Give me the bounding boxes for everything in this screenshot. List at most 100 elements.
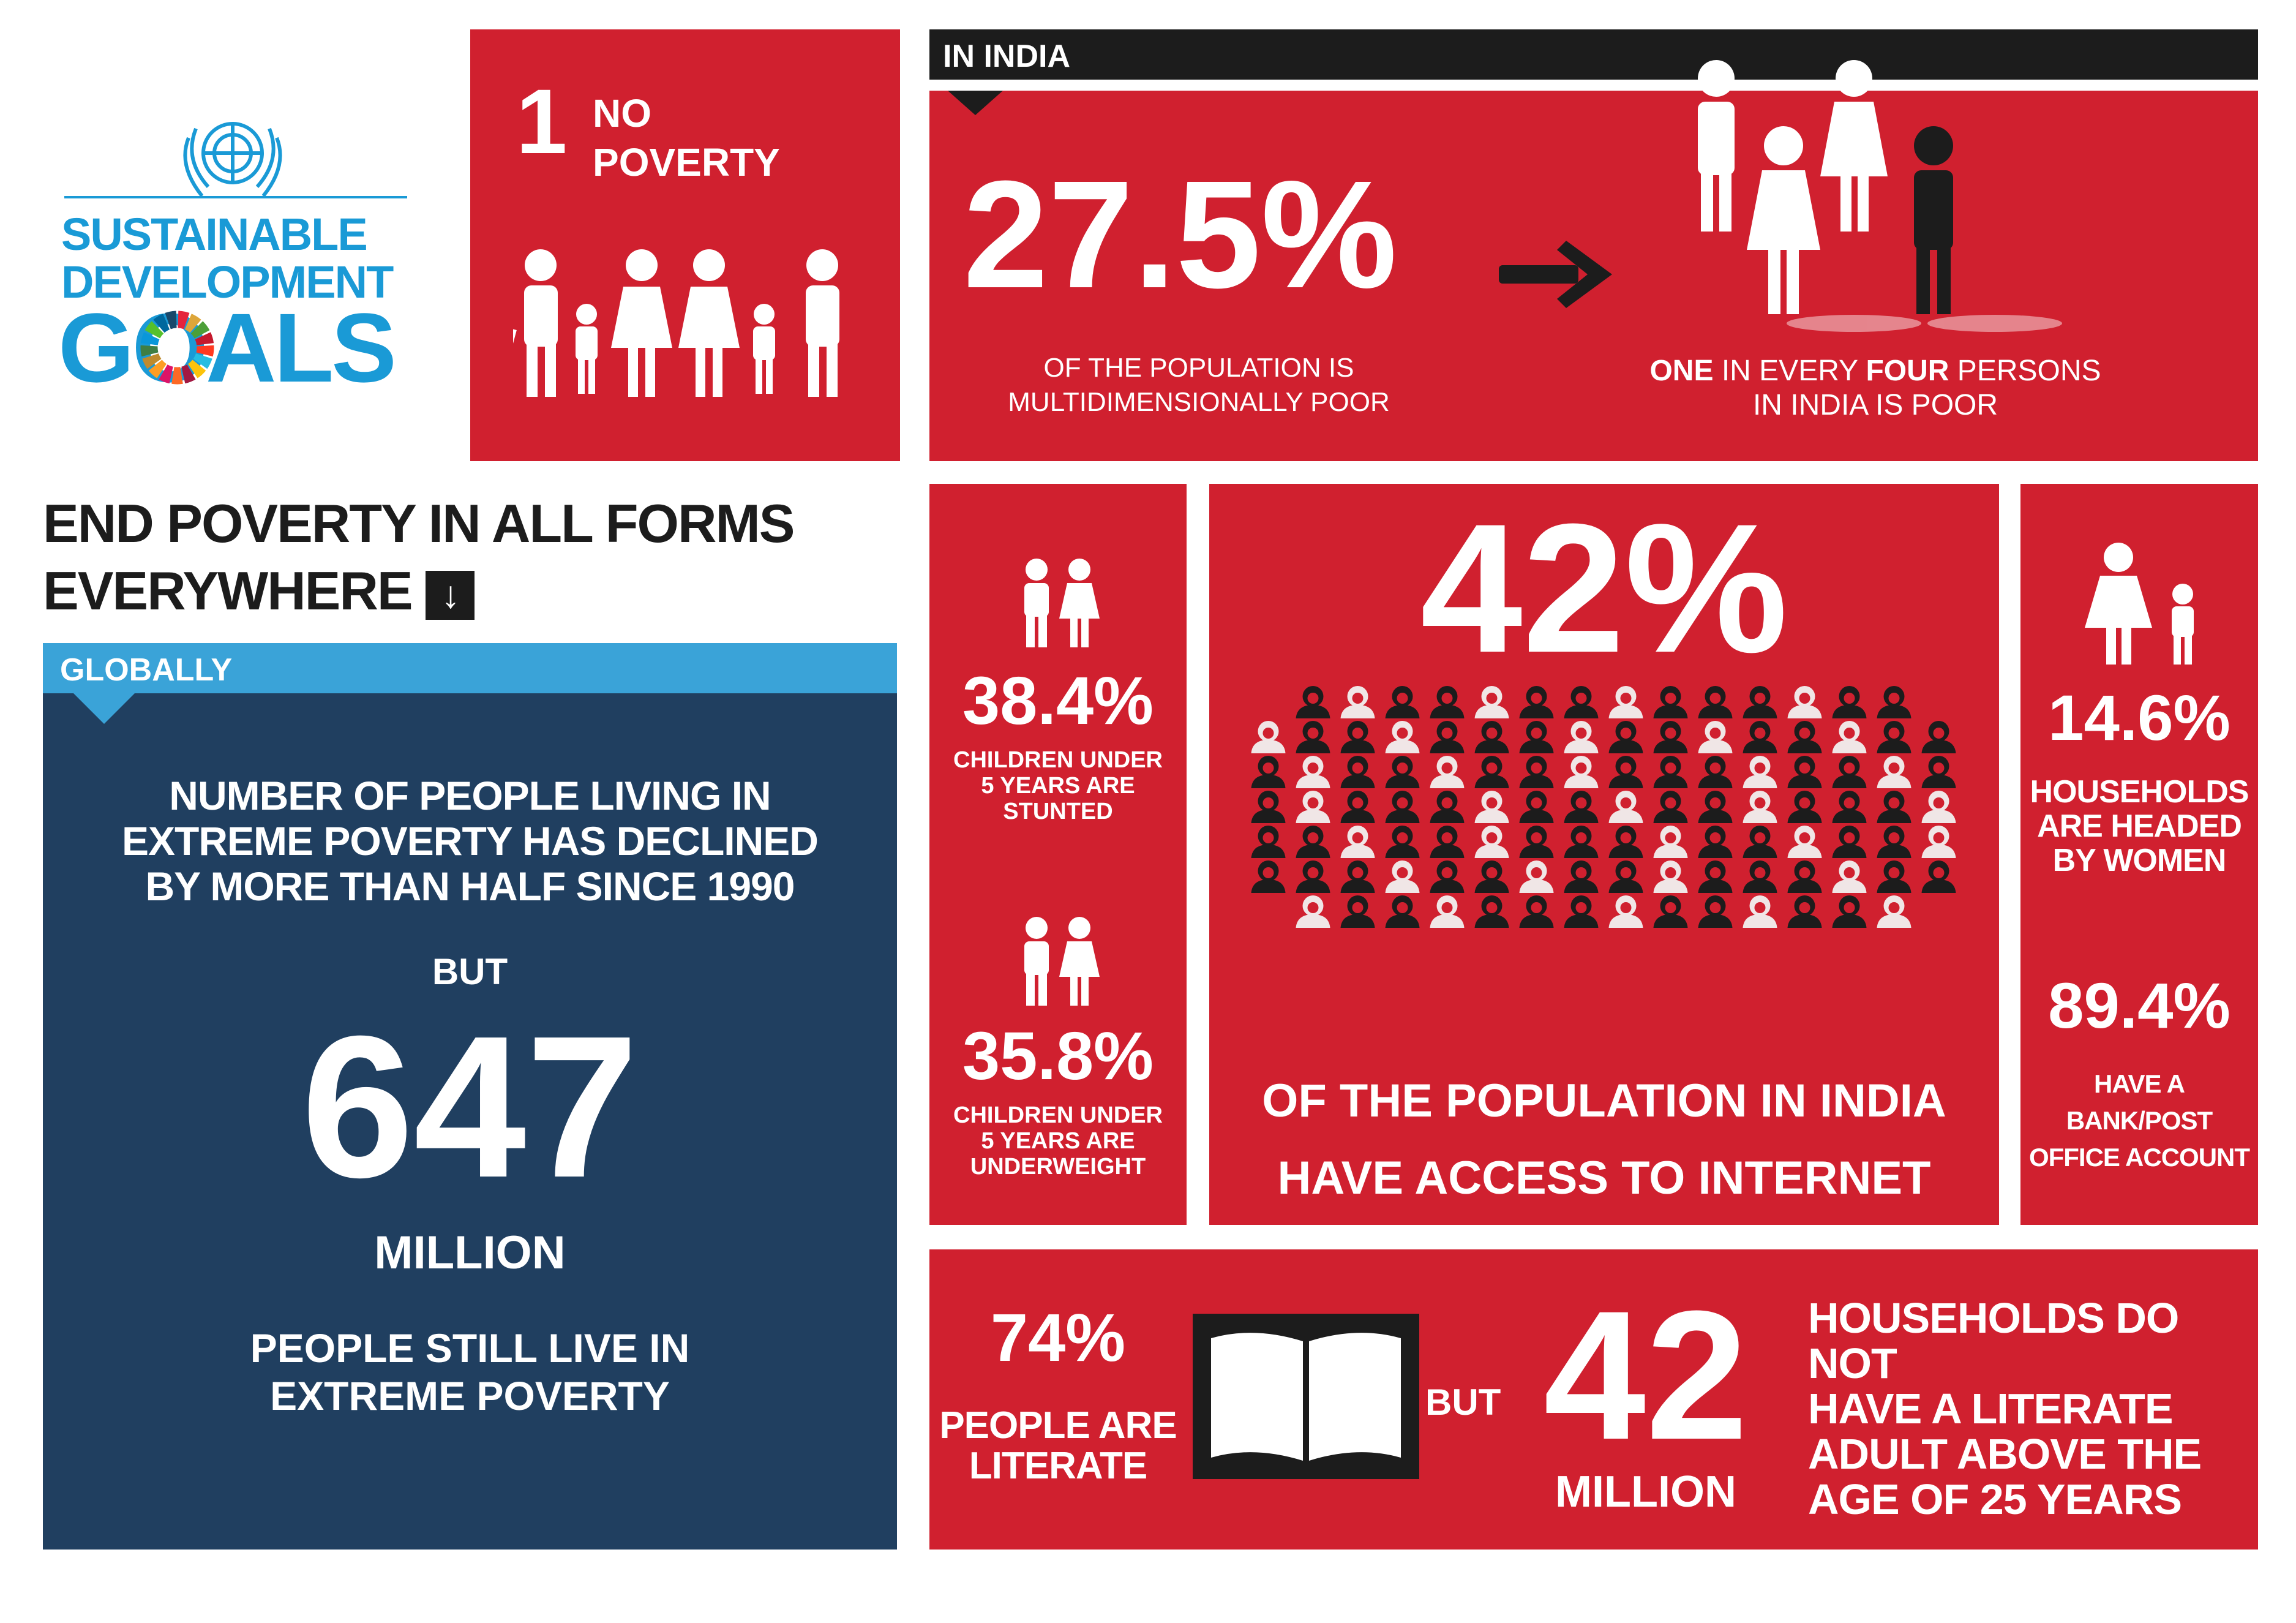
person-icon bbox=[1698, 686, 1733, 718]
person-icon bbox=[1698, 895, 1733, 928]
person-icon bbox=[1385, 826, 1420, 858]
sdg-logo: SUSTAINABLE DEVELOPMENT GOALS bbox=[58, 98, 419, 404]
arrow-down-icon: ↓ bbox=[426, 570, 475, 620]
women-line-1: HOUSEHOLDS bbox=[2030, 774, 2249, 810]
caption-line-2: EXTREME POVERTY bbox=[270, 1373, 670, 1418]
person-icon bbox=[1787, 721, 1822, 753]
person-icon bbox=[1921, 860, 1956, 893]
person-icon bbox=[1296, 895, 1330, 928]
caption-line-1: PEOPLE STILL LIVE IN bbox=[250, 1325, 690, 1371]
literacy-caption-2: LITERATE bbox=[969, 1445, 1148, 1487]
person-icon bbox=[1340, 686, 1375, 718]
person-icon bbox=[1251, 756, 1286, 788]
wheel-segment bbox=[142, 353, 162, 369]
persons-line-1: ONE IN EVERY FOUR PERSONS bbox=[1609, 354, 2142, 388]
person-icon bbox=[1385, 791, 1420, 823]
internet-caption: OF THE POPULATION IN INDIA HAVE ACCESS T… bbox=[1209, 1063, 1999, 1217]
globally-unit: MILLION bbox=[374, 1227, 566, 1279]
person-icon bbox=[1698, 721, 1733, 753]
person-icon bbox=[1832, 860, 1867, 893]
person-icon bbox=[1787, 860, 1822, 893]
goal-1-tile: 1 NO POVERTY bbox=[470, 29, 900, 461]
poverty-value: 27.5% bbox=[963, 149, 1397, 320]
person-icon bbox=[1251, 826, 1286, 858]
person-icon bbox=[1251, 860, 1286, 893]
stunted-line-1: CHILDREN UNDER bbox=[953, 747, 1163, 773]
literacy-panel: 74% PEOPLE ARE LITERATE BUT 42 MILLION H… bbox=[929, 1249, 2258, 1550]
wheel-segment bbox=[178, 311, 190, 329]
bank-value: 89.4% bbox=[2048, 970, 2230, 1042]
internet-caption-2: HAVE ACCESS TO INTERNET bbox=[1277, 1152, 1931, 1204]
internet-caption-1: OF THE POPULATION IN INDIA bbox=[1262, 1075, 1946, 1127]
underweight-line-1: CHILDREN UNDER bbox=[953, 1102, 1163, 1128]
person-icon bbox=[1698, 826, 1733, 858]
person-icon bbox=[1698, 860, 1733, 893]
person-icon bbox=[1564, 721, 1599, 753]
globally-big-number: 647 bbox=[301, 993, 639, 1219]
person-icon bbox=[1608, 686, 1643, 718]
person-icon bbox=[1430, 686, 1465, 718]
person-icon bbox=[1430, 860, 1465, 893]
children-panel: 38.4% CHILDREN UNDER 5 YEARS ARE STUNTED… bbox=[929, 484, 1187, 1225]
person-icon bbox=[1385, 895, 1420, 928]
internet-panel: 42% OF THE POPULATION IN INDIA HAVE ACCE… bbox=[1209, 484, 1999, 1225]
person-icon bbox=[1519, 895, 1554, 928]
person-icon bbox=[1474, 791, 1509, 823]
person-icon bbox=[1608, 826, 1643, 858]
stunted-caption: CHILDREN UNDER 5 YEARS ARE STUNTED bbox=[929, 747, 1187, 824]
person-icon bbox=[1474, 756, 1509, 788]
person-icon bbox=[1832, 895, 1867, 928]
wheel-segment bbox=[148, 360, 167, 378]
wheel-segment bbox=[188, 360, 206, 378]
person-icon bbox=[1921, 756, 1956, 788]
person-icon bbox=[1743, 721, 1777, 753]
bank-caption: HAVE A BANK/POST OFFICE ACCOUNT bbox=[2020, 1066, 2258, 1176]
un-emblem-icon bbox=[183, 122, 282, 197]
person-icon bbox=[1340, 826, 1375, 858]
person-icon bbox=[1787, 756, 1822, 788]
person-icon bbox=[1430, 756, 1465, 788]
person-icon bbox=[1787, 895, 1822, 928]
person-icon bbox=[1385, 721, 1420, 753]
literacy-value: 74% bbox=[990, 1300, 1126, 1376]
person-icon bbox=[1474, 860, 1509, 893]
bank-line-3: OFFICE ACCOUNT bbox=[2028, 1143, 2250, 1172]
person-icon bbox=[1564, 791, 1599, 823]
person-icon bbox=[1653, 756, 1688, 788]
persons-in-every: IN EVERY bbox=[1713, 355, 1866, 387]
person-icon bbox=[1474, 826, 1509, 858]
headline: END POVERTY IN ALL FORMS EVERYWHERE ↓ bbox=[43, 490, 900, 625]
literacy-unit: MILLION bbox=[1555, 1467, 1736, 1516]
person-icon bbox=[1743, 895, 1777, 928]
person-icon bbox=[1564, 895, 1599, 928]
person-icon bbox=[1519, 721, 1554, 753]
person-icon bbox=[1877, 686, 1911, 718]
person-icon bbox=[1832, 721, 1867, 753]
person-icon bbox=[1519, 826, 1554, 858]
underweight-value: 35.8% bbox=[962, 1019, 1154, 1094]
person-icon bbox=[1743, 756, 1777, 788]
person-icon bbox=[1698, 791, 1733, 823]
women-line-2: ARE HEADED bbox=[2037, 808, 2242, 844]
person-icon bbox=[1608, 895, 1643, 928]
four-persons-icon bbox=[1698, 60, 2062, 332]
person-icon bbox=[1921, 791, 1956, 823]
person-icon bbox=[1921, 721, 1956, 753]
wheel-segment bbox=[195, 332, 214, 345]
literacy-big-number: 42 bbox=[1544, 1272, 1748, 1478]
family-icon bbox=[513, 249, 839, 397]
headline-line-2-text: EVERYWHERE bbox=[43, 560, 413, 621]
children-icon bbox=[1024, 559, 1100, 647]
logo-line-2: DEVELOPMENT bbox=[61, 257, 394, 307]
globally-but: BUT bbox=[432, 951, 508, 992]
globally-statement: NUMBER OF PEOPLE LIVING IN EXTREME POVER… bbox=[43, 773, 897, 909]
person-icon bbox=[1743, 826, 1777, 858]
poverty-caption: OF THE POPULATION IS MULTIDIMENSIONALLY … bbox=[978, 351, 1419, 420]
person-icon bbox=[1296, 756, 1330, 788]
logo-line-3: GOALS bbox=[58, 297, 413, 398]
person-icon bbox=[1608, 860, 1643, 893]
person-icon bbox=[1832, 686, 1867, 718]
person-icon bbox=[1564, 686, 1599, 718]
person-icon bbox=[1698, 756, 1733, 788]
wheel-segment bbox=[196, 345, 214, 357]
